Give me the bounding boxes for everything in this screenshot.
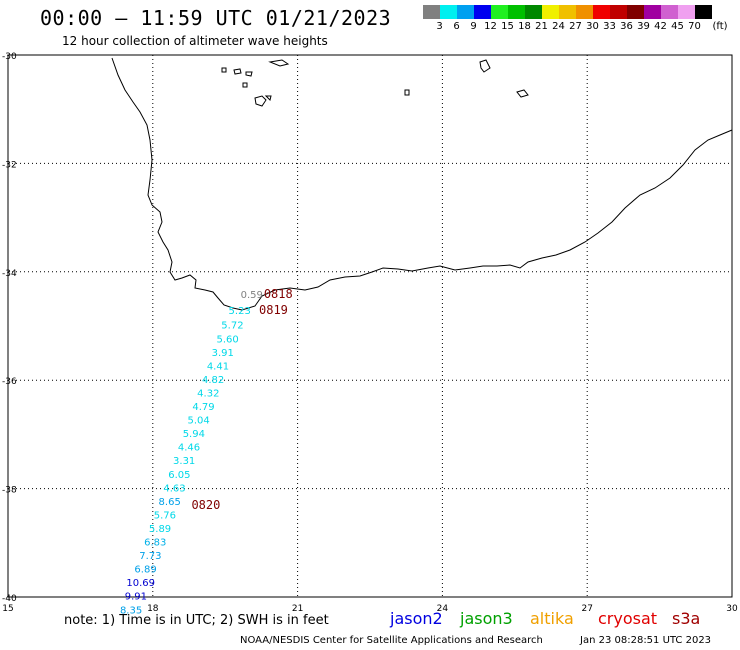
island-outline: [404, 89, 410, 96]
credit-text: NOAA/NESDIS Center for Satellite Applica…: [240, 635, 543, 646]
lon-tick-label: 27: [581, 604, 592, 614]
satellite-name-jason2: jason2: [390, 609, 443, 628]
map-frame: [7, 54, 733, 598]
lon-tick-label: 21: [292, 604, 303, 614]
legend-label: 15: [501, 21, 514, 32]
wave-height-label: 7.73: [139, 551, 161, 562]
wave-height-label: 6.05: [168, 470, 190, 481]
wave-height-label: 5.94: [183, 429, 205, 440]
satellite-name-jason3: jason3: [460, 609, 513, 628]
lat-tick-label: -40: [2, 594, 17, 604]
wave-height-label: 10.69: [126, 578, 155, 589]
wave-height-label: 5.89: [149, 524, 171, 535]
legend-label: 3: [436, 21, 443, 32]
legend-swatch: [695, 5, 712, 19]
island-outline: [254, 95, 267, 107]
legend-label: 36: [620, 21, 633, 32]
legend-swatch: [610, 5, 627, 19]
lon-tick-label: 24: [437, 604, 449, 614]
legend-swatch: [627, 5, 644, 19]
legend-label: 33: [603, 21, 616, 32]
wave-height-label: 5.76: [154, 510, 176, 521]
wave-height-label: 4.46: [178, 443, 200, 454]
legend-unit: (ft): [712, 21, 728, 32]
wave-height-label: 4.79: [192, 402, 214, 413]
legend-label: 30: [586, 21, 599, 32]
legend-label: 12: [484, 21, 497, 32]
legend-swatch: [508, 5, 525, 19]
wave-height-label: 9.91: [125, 592, 147, 603]
credit-timestamp: Jan 23 08:28:51 UTC 2023: [580, 635, 712, 646]
island-outline: [516, 89, 529, 98]
satellite-name-cryosat: cryosat: [598, 609, 658, 628]
map-title: 00:00 – 11:59 UTC 01/21/2023: [40, 6, 392, 30]
legend-label: 39: [637, 21, 650, 32]
island-outline: [245, 71, 253, 77]
island-outline: [264, 95, 272, 101]
legend-swatch: [542, 5, 559, 19]
wave-height-label: 8.65: [159, 497, 181, 508]
wave-height-label: 8.35: [120, 605, 142, 616]
lat-tick-label: -30: [2, 52, 17, 62]
wave-height-label: 3.31: [173, 456, 195, 467]
legend-label: 21: [535, 21, 548, 32]
legend-label: 70: [688, 21, 701, 32]
legend-label: 24: [552, 21, 565, 32]
lat-tick-label: -38: [2, 486, 17, 496]
island-outline: [268, 59, 290, 67]
wave-height-label: 4.63: [163, 483, 185, 494]
legend-swatch: [423, 5, 440, 19]
wave-height-label: 3.91: [212, 348, 234, 359]
lon-tick-label: 18: [147, 604, 159, 614]
legend-swatch: [559, 5, 576, 19]
legend-swatch: [474, 5, 491, 19]
wave-height-label: 4.82: [202, 375, 224, 386]
legend-swatch: [525, 5, 542, 19]
lat-tick-label: -36: [2, 377, 17, 387]
legend-label: 18: [518, 21, 531, 32]
coastline: [111, 57, 733, 311]
lat-tick-label: -34: [2, 269, 17, 279]
satellite-name-s3a: s3a: [672, 609, 701, 628]
color-legend: [423, 5, 712, 19]
pass-time-label: 0818: [264, 287, 293, 301]
wave-height-label: 4.41: [207, 361, 229, 372]
legend-label: 42: [654, 21, 667, 32]
legend-swatch: [661, 5, 678, 19]
legend-swatch: [491, 5, 508, 19]
lon-tick-label: 30: [726, 604, 738, 614]
wave-height-label: 5.72: [221, 321, 243, 332]
pass-time-label: 0820: [191, 498, 220, 512]
island-outline: [479, 59, 491, 73]
legend-swatch: [457, 5, 474, 19]
wave-height-label: 6.89: [134, 565, 156, 576]
pass-time-label: 0819: [259, 303, 288, 317]
legend-label: 6: [453, 21, 460, 32]
footer-note: note: 1) Time is in UTC; 2) SWH is in fe…: [64, 613, 329, 628]
wave-height-label: 5.23: [229, 306, 251, 317]
satellite-name-altika: altika: [530, 609, 574, 628]
legend-swatch: [576, 5, 593, 19]
island-outline: [233, 68, 242, 75]
legend-swatch: [644, 5, 661, 19]
wave-height-label: 5.60: [216, 334, 238, 345]
legend-swatch: [593, 5, 610, 19]
legend-swatch: [440, 5, 457, 19]
legend-label: 27: [569, 21, 582, 32]
wave-height-label: 4.32: [197, 388, 219, 399]
legend-swatch: [678, 5, 695, 19]
legend-label: 9: [470, 21, 477, 32]
island-outline: [221, 67, 227, 73]
island-outline: [242, 82, 248, 88]
lat-tick-label: -32: [2, 160, 17, 170]
map-subtitle: 12 hour collection of altimeter wave hei…: [62, 34, 328, 48]
wave-height-label: 0.59: [241, 290, 263, 301]
lon-tick-label: 15: [2, 604, 13, 614]
legend-label: 45: [671, 21, 684, 32]
wave-height-label: 5.04: [188, 416, 210, 427]
wave-height-label: 6.83: [144, 538, 166, 549]
